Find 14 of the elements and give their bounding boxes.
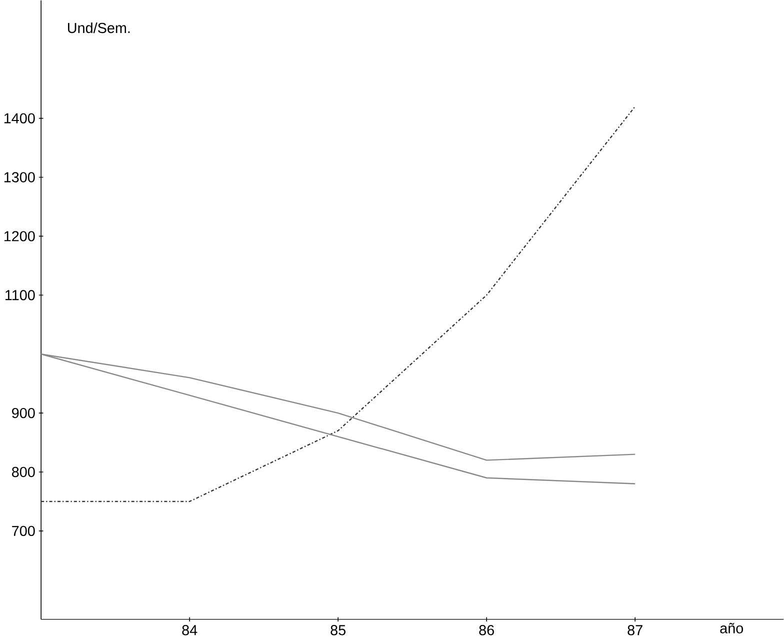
x-tick-label: 85: [330, 625, 346, 636]
line-series: [41, 106, 636, 502]
y-tick-label: 800: [12, 467, 35, 478]
x-tick-label: 87: [628, 625, 642, 636]
y-tick-label: 1400: [4, 113, 35, 124]
y-tick-label: 1100: [6, 290, 35, 300]
y-axis-title: Und/Sem.: [68, 22, 130, 34]
y-tick-label: 900: [12, 408, 35, 418]
y-tick-label: 700: [12, 526, 35, 536]
y-tick-label: 1300: [4, 172, 35, 183]
y-tick-label: 1200: [4, 231, 35, 242]
x-axis-title: año: [720, 623, 744, 634]
x-tick-label: 86: [479, 625, 494, 636]
x-tick-label: 84: [182, 625, 198, 636]
